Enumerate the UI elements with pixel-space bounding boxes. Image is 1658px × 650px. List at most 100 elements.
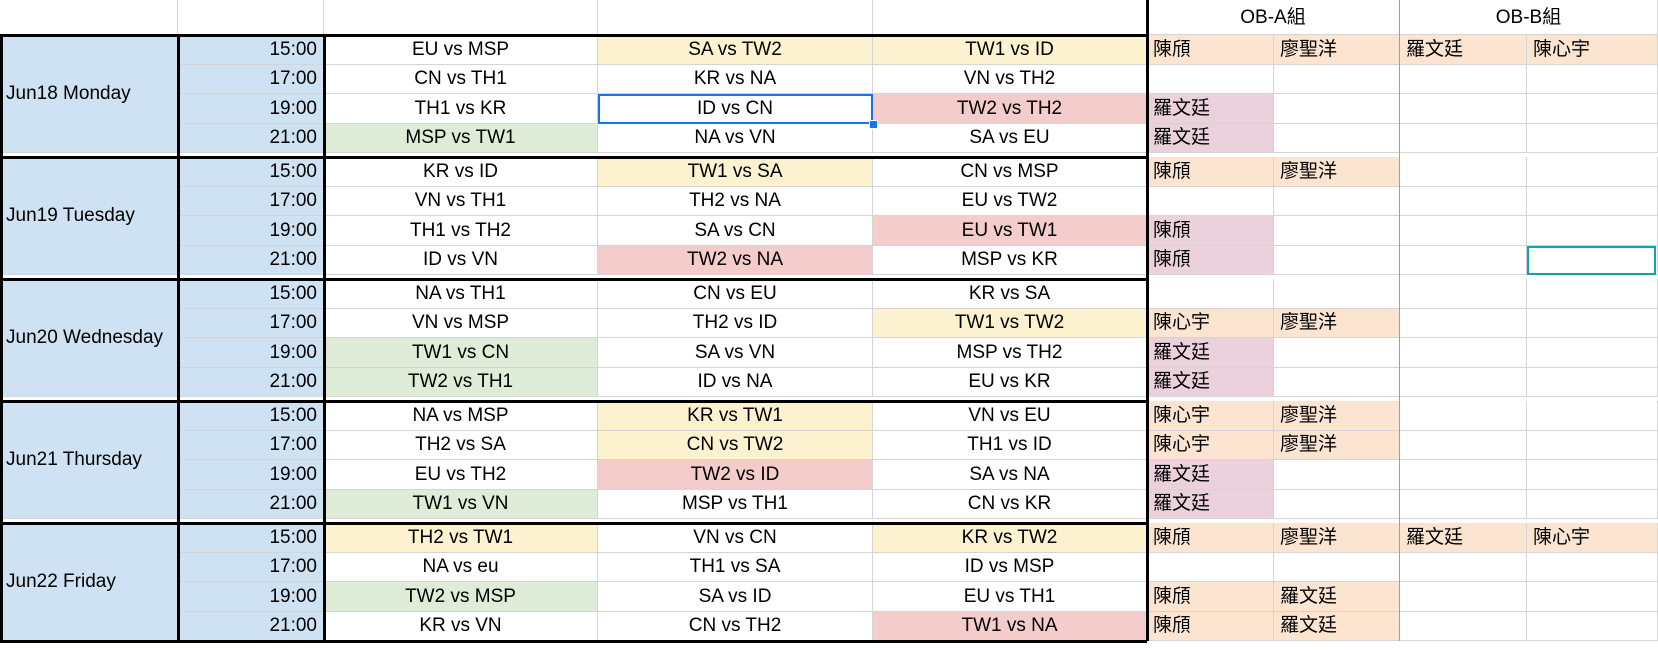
match-cell[interactable]: KR vs VN [324,611,598,641]
ob-b-staff-cell[interactable] [1527,489,1658,519]
ob-a-staff-cell[interactable] [1274,186,1400,216]
match-cell[interactable]: TH2 vs NA [598,186,873,216]
ob-b-staff-cell[interactable] [1527,401,1658,431]
match-cell[interactable]: VN vs EU [873,401,1147,431]
ob-b-staff-cell[interactable] [1400,245,1527,275]
ob-a-staff-cell[interactable]: 陳頎 [1147,523,1274,553]
time-cell[interactable]: 17:00 [178,308,324,338]
header-cell[interactable] [0,0,178,35]
match-cell[interactable]: EU vs MSP [324,35,598,65]
ob-b-staff-cell[interactable] [1400,552,1527,582]
match-cell[interactable]: KR vs TW2 [873,523,1147,553]
ob-a-staff-cell[interactable] [1274,552,1400,582]
ob-a-staff-cell[interactable]: 廖聖洋 [1274,401,1400,431]
ob-b-staff-cell[interactable] [1527,216,1658,246]
ob-a-staff-cell[interactable] [1147,64,1274,94]
ob-a-staff-cell[interactable]: 陳心宇 [1147,430,1274,460]
ob-a-staff-cell[interactable]: 陳頎 [1147,35,1274,65]
ob-a-staff-cell[interactable] [1274,64,1400,94]
ob-b-staff-cell[interactable] [1527,157,1658,187]
day-label[interactable]: Jun19 Tuesday [0,157,178,275]
time-cell[interactable]: 15:00 [178,401,324,431]
ob-b-staff-cell[interactable] [1400,401,1527,431]
ob-a-staff-cell[interactable]: 羅文廷 [1147,338,1274,368]
ob-a-staff-cell[interactable]: 廖聖洋 [1274,157,1400,187]
match-cell[interactable]: EU vs TW2 [873,186,1147,216]
ob-b-staff-cell[interactable] [1400,94,1527,124]
ob-a-staff-cell[interactable]: 陳頎 [1147,157,1274,187]
match-cell[interactable]: KR vs NA [598,64,873,94]
match-cell[interactable]: TW2 vs TH2 [873,94,1147,124]
ob-a-staff-cell[interactable] [1274,123,1400,153]
match-cell[interactable]: TH2 vs TW1 [324,523,598,553]
ob-b-staff-cell[interactable] [1400,582,1527,612]
match-cell[interactable]: NA vs VN [598,123,873,153]
match-cell[interactable]: SA vs CN [598,216,873,246]
ob-a-staff-cell[interactable] [1147,186,1274,216]
match-cell[interactable]: TW2 vs ID [598,460,873,490]
ob-a-staff-cell[interactable]: 羅文廷 [1274,582,1400,612]
ob-b-staff-cell[interactable] [1527,460,1658,490]
ob-b-staff-cell[interactable] [1400,308,1527,338]
ob-b-staff-cell[interactable] [1400,460,1527,490]
time-cell[interactable]: 21:00 [178,489,324,519]
ob-a-staff-cell[interactable]: 陳頎 [1147,582,1274,612]
ob-b-staff-cell[interactable]: 陳心宇 [1527,523,1658,553]
ob-b-staff-cell[interactable] [1400,123,1527,153]
time-cell[interactable]: 15:00 [178,523,324,553]
match-cell[interactable]: MSP vs TH1 [598,489,873,519]
ob-a-staff-cell[interactable] [1147,552,1274,582]
time-cell[interactable]: 21:00 [178,367,324,397]
active-cell-outline[interactable] [1527,245,1656,275]
day-label[interactable]: Jun18 Monday [0,35,178,153]
match-cell[interactable]: TW2 vs NA [598,245,873,275]
match-cell[interactable]: TW1 vs CN [324,338,598,368]
ob-a-staff-cell[interactable] [1274,245,1400,275]
match-cell[interactable]: SA vs ID [598,582,873,612]
match-cell[interactable]: TW1 vs VN [324,489,598,519]
time-cell[interactable]: 15:00 [178,157,324,187]
match-cell[interactable]: VN vs TH2 [873,64,1147,94]
ob-b-staff-cell[interactable] [1400,489,1527,519]
ob-b-staff-cell[interactable] [1400,279,1527,309]
match-cell[interactable]: TH2 vs ID [598,308,873,338]
header-cell[interactable] [598,0,873,35]
match-cell[interactable]: MSP vs TW1 [324,123,598,153]
selected-cell-outline[interactable] [598,94,873,124]
ob-b-staff-cell[interactable] [1400,367,1527,397]
match-cell[interactable]: SA vs NA [873,460,1147,490]
ob-a-staff-cell[interactable]: 廖聖洋 [1274,430,1400,460]
ob-a-staff-cell[interactable]: 陳頎 [1147,245,1274,275]
ob-a-staff-cell[interactable]: 廖聖洋 [1274,523,1400,553]
ob-a-staff-cell[interactable] [1274,338,1400,368]
time-cell[interactable]: 21:00 [178,245,324,275]
ob-b-staff-cell[interactable] [1527,123,1658,153]
match-cell[interactable]: SA vs EU [873,123,1147,153]
match-cell[interactable]: KR vs SA [873,279,1147,309]
header-cell[interactable] [178,0,324,35]
time-cell[interactable]: 19:00 [178,460,324,490]
ob-a-staff-cell[interactable]: 羅文廷 [1147,489,1274,519]
match-cell[interactable]: EU vs KR [873,367,1147,397]
time-cell[interactable]: 17:00 [178,552,324,582]
time-cell[interactable]: 19:00 [178,338,324,368]
match-cell[interactable]: NA vs eu [324,552,598,582]
match-cell[interactable]: VN vs CN [598,523,873,553]
match-cell[interactable]: TW1 vs NA [873,611,1147,641]
ob-a-staff-cell[interactable] [1274,216,1400,246]
ob-b-staff-cell[interactable]: 陳心宇 [1527,35,1658,65]
day-label[interactable]: Jun21 Thursday [0,401,178,519]
ob-a-staff-cell[interactable] [1274,489,1400,519]
match-cell[interactable]: CN vs KR [873,489,1147,519]
time-cell[interactable]: 17:00 [178,64,324,94]
ob-b-staff-cell[interactable] [1527,582,1658,612]
match-cell[interactable]: EU vs TH1 [873,582,1147,612]
match-cell[interactable]: KR vs ID [324,157,598,187]
ob-a-staff-cell[interactable]: 廖聖洋 [1274,35,1400,65]
time-cell[interactable]: 15:00 [178,35,324,65]
match-cell[interactable]: ID vs MSP [873,552,1147,582]
match-cell[interactable]: TH1 vs SA [598,552,873,582]
match-cell[interactable]: EU vs TH2 [324,460,598,490]
ob-a-header[interactable]: OB-A組 [1147,0,1400,35]
match-cell[interactable]: VN vs TH1 [324,186,598,216]
